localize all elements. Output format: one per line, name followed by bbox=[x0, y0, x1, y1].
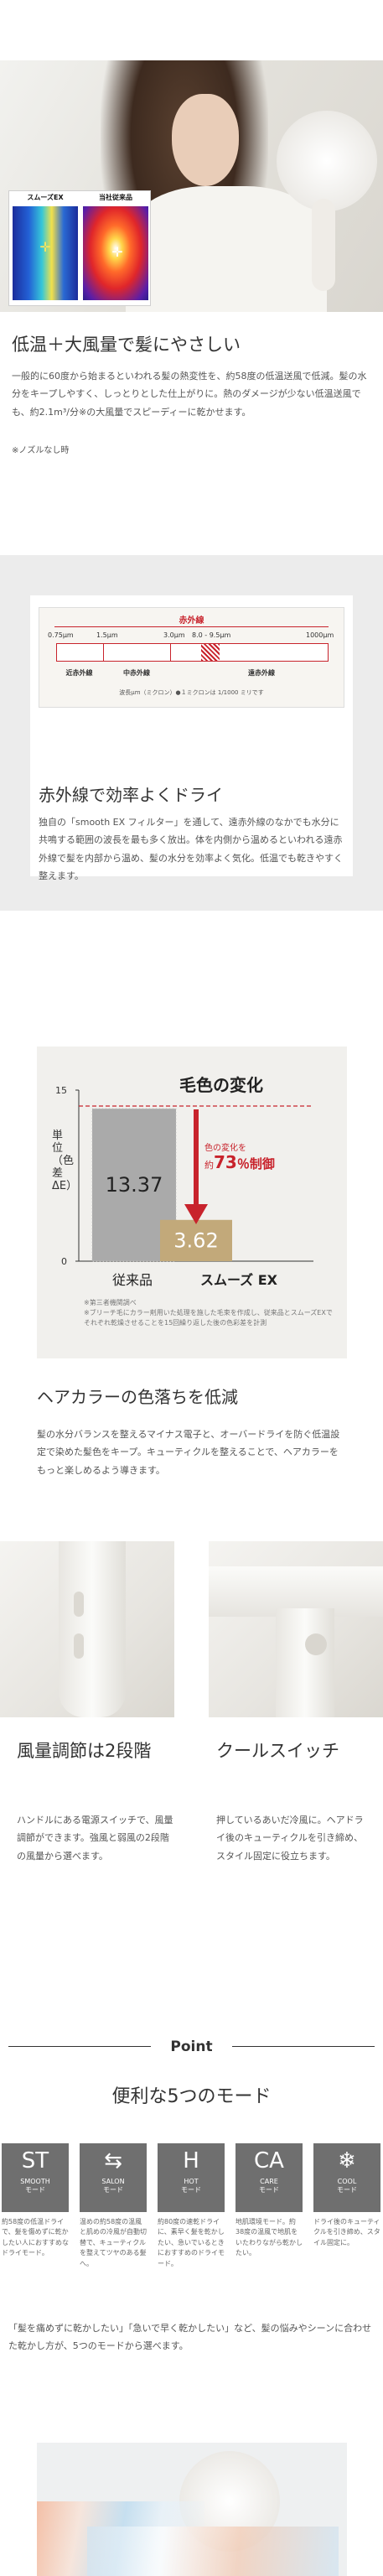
mode-smooth: ST SMOOTH モード bbox=[2, 2143, 69, 2212]
mode-hot-en: HOT bbox=[184, 2178, 199, 2185]
cool-switch-photo bbox=[209, 1541, 383, 1717]
tick-80-95: 8.0 - 9.5μm bbox=[192, 631, 231, 639]
wavelength-bar bbox=[56, 643, 329, 662]
tick-075: 0.75μm bbox=[48, 631, 74, 639]
hero-note: ※ノズルなし時 bbox=[12, 446, 70, 455]
diagram-title: 赤外線 bbox=[179, 616, 204, 626]
mode-cool-desc: ドライ後のキューティクルを引き締め、スタイル固定に。 bbox=[313, 2218, 380, 2246]
point-rule-right bbox=[232, 2046, 375, 2047]
band-far: 遠赤外線 bbox=[248, 669, 275, 677]
mode-salon-en: SALON bbox=[101, 2178, 125, 2185]
care-mode-icon: CA bbox=[254, 2148, 284, 2174]
infrared-wavelength-diagram: 赤外線 0.75μm 1.5μm 3.0μm 8.0 - 9.5μm 1000μ… bbox=[39, 607, 344, 708]
chart-footnote-2: ※ブリーチ毛にカラー剤用いた処理を施した毛束を作成し、従来品とスムーズEXでそれ… bbox=[84, 1309, 333, 1327]
model-face bbox=[172, 94, 239, 186]
feature-left-body: ハンドルにある電源スイッチで、風量調節ができます。強風と弱風の2段階の風量から選… bbox=[17, 1815, 173, 1862]
dryer-grip-image bbox=[276, 1608, 334, 1717]
infrared-title: 赤外線で効率よくドライ bbox=[39, 785, 223, 805]
reduction-label: 色の変化を bbox=[204, 1144, 246, 1153]
color-body: 髪の水分バランスを整えるマイナス電子と、オーバードライを防ぐ低温設定で染めた髪色… bbox=[37, 1429, 340, 1476]
tick-15: 1.5μm bbox=[96, 631, 118, 639]
hair-dryer-image bbox=[277, 111, 377, 211]
dryer-handle-photo bbox=[0, 1541, 174, 1717]
diagram-caption: 波長μm（ミクロン）●１ミクロンは 1/1000 ミリです bbox=[119, 689, 264, 696]
feature-right-body: 押しているあいだ冷風に。ヘアドライ後のキューティクルを引き締め、スタイル固定に役… bbox=[216, 1815, 364, 1862]
hot-mode-icon: H bbox=[183, 2148, 199, 2174]
color-change-chart: 15 0 13.37 3.62 bbox=[55, 1085, 313, 1265]
mode-care-desc: 地肌環境モード。約38度の温風で地肌をいたわりながら乾かしたい。 bbox=[235, 2218, 303, 2257]
mode-salon-desc: 温めの約58度の温風と肌めの冷風が自動切替で、キューティクルを整えてツヤのある髪… bbox=[80, 2218, 147, 2267]
band-near: 近赤外線 bbox=[65, 669, 93, 677]
reduction-arrow-head bbox=[184, 1204, 208, 1224]
color-title: ヘアカラーの色落ちを低減 bbox=[37, 1387, 238, 1407]
modes-body: 「髪を痛めずに乾かしたい」「急いで早く乾かしたい」など、髪の悩みやシーンに合わせ… bbox=[8, 2323, 372, 2352]
mode-care: CA CARE モード bbox=[235, 2143, 303, 2212]
crosshair-icon: ✛ bbox=[111, 244, 123, 260]
dryer-handle-image bbox=[59, 1541, 126, 1717]
point-label: Point bbox=[170, 2038, 213, 2055]
bar-divider bbox=[170, 644, 171, 661]
feature-right-title: クールスイッチ bbox=[216, 1741, 339, 1761]
feature-left-title: 風量調節は2段階 bbox=[17, 1741, 152, 1761]
mode-smooth-jp: モード bbox=[25, 2186, 45, 2194]
thermography-comparison: スムーズEX 当社従来品 ✛ ✛ bbox=[8, 190, 151, 306]
mode-salon-jp: モード bbox=[103, 2186, 123, 2194]
hero-title: 低温＋大風量で髪にやさしい bbox=[12, 335, 241, 355]
resonance-band bbox=[201, 644, 220, 661]
reduction-prefix: 約 bbox=[204, 1160, 214, 1171]
thermo-conv-label: 当社従来品 bbox=[99, 194, 132, 201]
diagram-top-rule bbox=[54, 626, 329, 627]
power-switch-image bbox=[74, 1592, 84, 1617]
infrared-body: 独自の「smooth EX フィルター」を通して、遠赤外線のなかでも水分に共鳴す… bbox=[39, 817, 343, 882]
value-label-smooth-ex: 3.62 bbox=[173, 1228, 218, 1252]
chart-title: 毛色の変化 bbox=[179, 1075, 263, 1095]
hero-photo: スムーズEX 当社従来品 ✛ ✛ bbox=[0, 60, 383, 312]
category-label-smooth-ex: スムーズ EX bbox=[199, 1272, 278, 1288]
mode-hot: H HOT モード bbox=[158, 2143, 225, 2212]
thermo-ex-label: スムーズEX bbox=[27, 194, 64, 201]
mode-cool-jp: モード bbox=[337, 2186, 357, 2194]
fan-switch-image bbox=[74, 1633, 84, 1659]
mode-smooth-desc: 約58度の低温ドライで、髪を傷めずに乾かしたい人におすすめなドライモード。 bbox=[2, 2218, 69, 2257]
mode-hot-jp: モード bbox=[181, 2186, 201, 2194]
tick-1000: 1000μm bbox=[306, 631, 334, 639]
band-mid: 中赤外線 bbox=[123, 669, 150, 677]
tick-30: 3.0μm bbox=[163, 631, 185, 639]
bar-smooth-ex bbox=[160, 1219, 232, 1261]
hero-body: 一般的に60度から始まるといわれる髪の熱変性を、約58度の低温送風で低減。髪の水… bbox=[12, 371, 367, 418]
reduction-value-row: 約73％制御 bbox=[204, 1152, 275, 1172]
snowflake-icon: ❄ bbox=[338, 2148, 356, 2174]
reduction-value: 73 bbox=[214, 1152, 237, 1172]
mode-care-jp: モード bbox=[259, 2186, 279, 2194]
mode-cool: ❄ COOL モード bbox=[313, 2143, 380, 2212]
cool-button-image bbox=[305, 1633, 327, 1655]
mode-smooth-en: SMOOTH bbox=[20, 2178, 50, 2185]
thermography-smooth-ex: ✛ bbox=[13, 206, 78, 300]
mode-cool-en: COOL bbox=[337, 2178, 357, 2185]
category-label-conventional: 従来品 bbox=[111, 1272, 153, 1288]
mode-hot-desc: 約80度の速乾ドライに、素早く髪を乾かしたい、急いでいるときにおすすめのドライモ… bbox=[158, 2218, 225, 2267]
color-change-card: 毛色の変化 単位（色差ΔE） 15 0 13.37 3.62 色の変化を 約73％… bbox=[37, 1046, 347, 1358]
chart-footnote-1: ※第三者機関調べ bbox=[84, 1299, 137, 1306]
mode-care-en: CARE bbox=[260, 2178, 278, 2185]
modes-title: 便利な5つのモード bbox=[111, 2086, 272, 2107]
swap-arrows-icon: ⇆ bbox=[104, 2148, 122, 2174]
y-tick-15: 15 bbox=[55, 1085, 67, 1096]
infrared-section: 赤外線 0.75μm 1.5μm 3.0μm 8.0 - 9.5μm 1000μ… bbox=[0, 555, 383, 911]
airflow-wave-2 bbox=[87, 2527, 339, 2576]
bar-conventional-texture bbox=[91, 1108, 177, 1262]
model-shirt bbox=[126, 186, 327, 312]
mode-salon: ⇆ SALON モード bbox=[80, 2143, 147, 2212]
crosshair-icon: ✛ bbox=[39, 239, 51, 255]
bar-divider bbox=[103, 644, 104, 661]
infrared-card: 赤外線 0.75μm 1.5μm 3.0μm 8.0 - 9.5μm 1000μ… bbox=[30, 595, 353, 881]
reduction-suffix: ％制御 bbox=[236, 1156, 275, 1171]
airflow-visual bbox=[37, 2443, 347, 2576]
value-label-conventional: 13.37 bbox=[106, 1173, 163, 1197]
hair-dryer-handle-image bbox=[312, 199, 335, 291]
smooth-mode-icon: ST bbox=[21, 2148, 49, 2174]
point-rule-left bbox=[8, 2046, 151, 2047]
thermography-conventional: ✛ bbox=[83, 206, 148, 300]
y-tick-0: 0 bbox=[61, 1256, 67, 1265]
